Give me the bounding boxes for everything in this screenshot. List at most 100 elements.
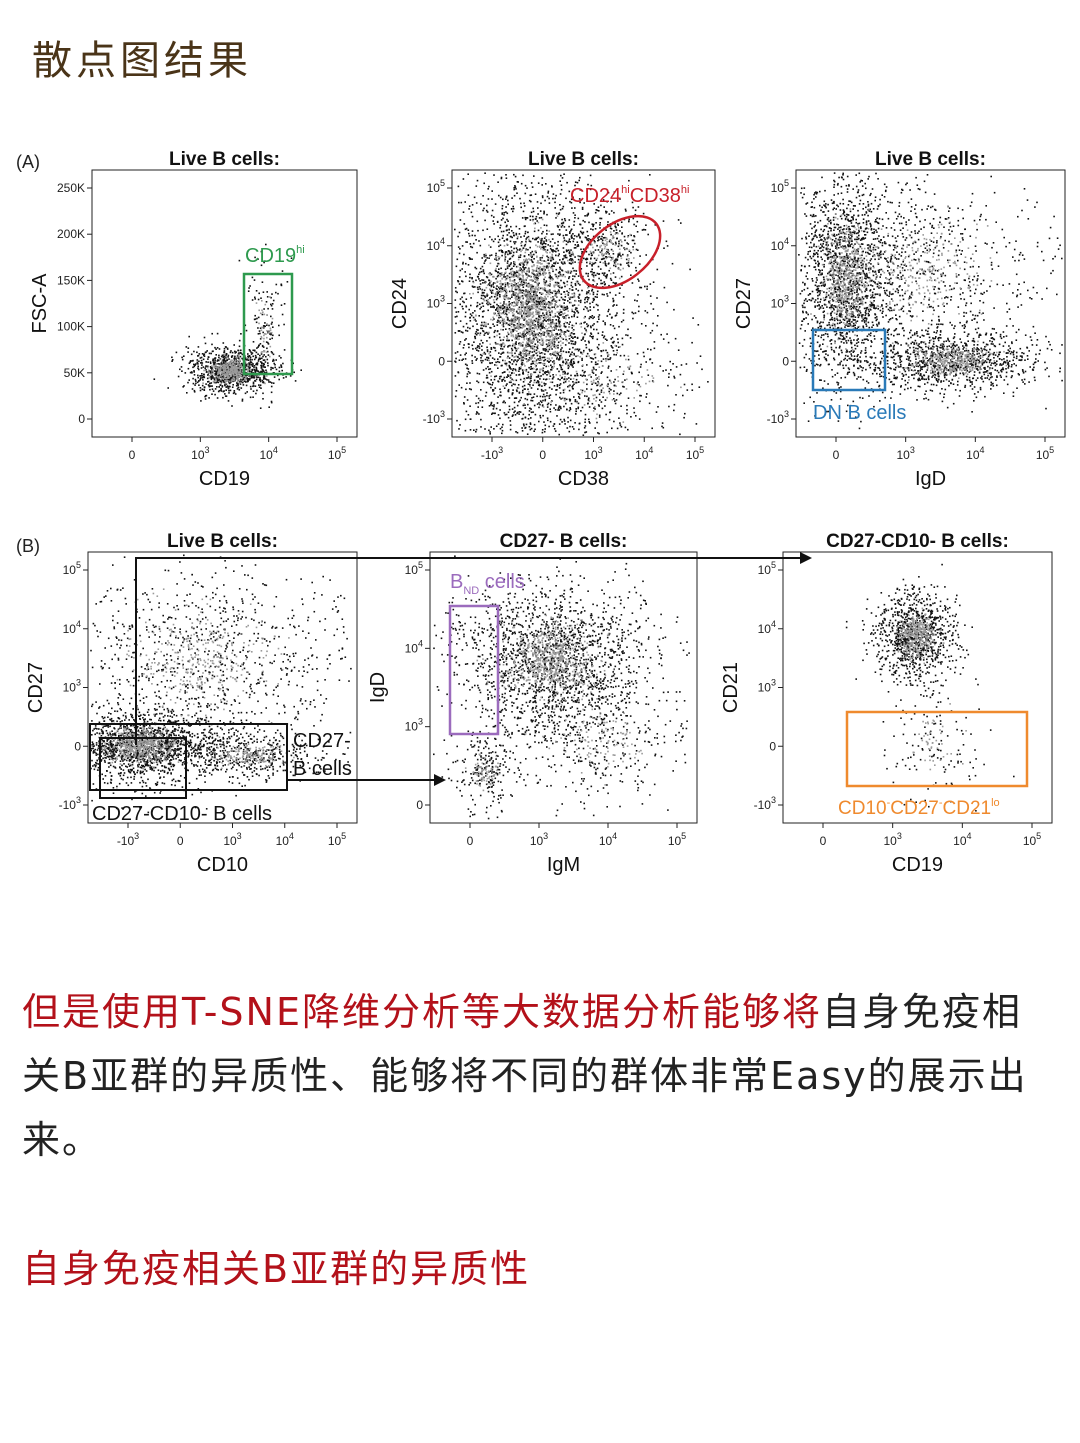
event-dot xyxy=(263,377,266,379)
event-dot xyxy=(505,206,507,208)
event-dot xyxy=(513,262,515,265)
event-dot xyxy=(529,289,532,291)
event-dot xyxy=(532,334,535,337)
event-dot xyxy=(530,288,533,291)
event-dot xyxy=(548,395,550,397)
event-dot xyxy=(201,364,203,366)
event-dot xyxy=(550,340,553,343)
event-dot xyxy=(552,258,555,261)
event-dot xyxy=(531,342,533,344)
event-dot xyxy=(479,343,481,345)
event-dot xyxy=(610,345,613,347)
event-dot xyxy=(529,279,531,281)
event-dot xyxy=(505,198,507,200)
event-dot xyxy=(577,296,580,298)
event-dot xyxy=(229,377,232,379)
event-dot xyxy=(521,303,523,306)
event-dot xyxy=(554,323,557,326)
event-dot xyxy=(215,362,217,365)
event-dot xyxy=(607,310,609,313)
event-dot xyxy=(498,245,500,248)
event-dot xyxy=(551,343,554,346)
event-dot xyxy=(544,271,546,274)
event-dot xyxy=(524,260,527,263)
event-dot xyxy=(490,254,493,256)
event-dot xyxy=(526,270,528,272)
event-dot xyxy=(220,375,222,377)
event-dot xyxy=(257,316,260,319)
event-dot xyxy=(551,250,553,252)
event-dot xyxy=(611,346,613,348)
event-dot xyxy=(522,332,524,335)
event-dot xyxy=(500,364,503,367)
event-dot xyxy=(513,194,516,197)
event-dot xyxy=(545,339,548,342)
event-dot xyxy=(226,374,229,377)
event-dot xyxy=(458,283,461,285)
event-dot xyxy=(237,384,239,386)
event-dot xyxy=(484,353,487,355)
event-dot xyxy=(456,291,458,294)
event-dot xyxy=(544,358,547,361)
event-dot xyxy=(523,319,525,321)
event-dot xyxy=(552,233,554,235)
event-dot xyxy=(490,285,493,288)
event-dot xyxy=(573,314,576,316)
event-dot xyxy=(530,363,532,365)
event-dot xyxy=(516,330,518,332)
event-dot xyxy=(488,279,491,282)
event-dot xyxy=(512,334,514,336)
event-dot xyxy=(538,282,540,285)
event-dot xyxy=(560,344,562,347)
event-dot xyxy=(593,306,595,309)
event-dot xyxy=(514,186,517,188)
event-dot xyxy=(489,262,492,265)
event-dot xyxy=(555,194,557,197)
event-dot xyxy=(499,295,501,298)
event-dot xyxy=(535,237,537,240)
event-dot xyxy=(200,356,203,359)
event-dot xyxy=(522,277,524,279)
event-dot xyxy=(486,340,488,342)
event-dot xyxy=(203,373,205,376)
event-dot xyxy=(506,234,509,236)
event-dot xyxy=(521,249,523,251)
event-dot xyxy=(598,405,600,407)
event-dot xyxy=(233,391,236,394)
event-dot xyxy=(513,247,515,250)
event-dot xyxy=(646,285,648,288)
event-dot xyxy=(562,298,564,301)
event-dot xyxy=(266,323,268,325)
event-dot xyxy=(631,282,634,284)
event-dot xyxy=(459,341,462,343)
event-dot xyxy=(543,382,545,385)
event-dot xyxy=(559,208,562,211)
event-dot xyxy=(480,327,482,330)
event-dot xyxy=(531,305,534,307)
event-dot xyxy=(504,256,507,258)
event-dot xyxy=(214,374,217,376)
event-dot xyxy=(606,200,608,203)
event-dot xyxy=(233,374,235,377)
event-dot xyxy=(515,379,518,382)
event-dot xyxy=(224,393,226,395)
event-dot xyxy=(520,333,523,336)
event-dot xyxy=(267,343,270,345)
event-dot xyxy=(504,268,507,271)
event-dot xyxy=(521,369,524,371)
event-dot xyxy=(555,292,558,295)
event-dot xyxy=(517,181,519,183)
event-dot xyxy=(504,290,507,293)
event-dot xyxy=(532,237,534,240)
event-dot xyxy=(499,388,501,391)
event-dot xyxy=(542,308,545,311)
event-dot xyxy=(630,262,633,264)
event-dot xyxy=(564,275,566,278)
event-dot xyxy=(506,383,508,385)
event-dot xyxy=(527,342,529,344)
event-dot xyxy=(554,262,557,265)
event-dot xyxy=(189,361,191,363)
event-dot xyxy=(510,246,513,248)
event-dot xyxy=(531,268,534,271)
event-dot xyxy=(238,353,240,355)
